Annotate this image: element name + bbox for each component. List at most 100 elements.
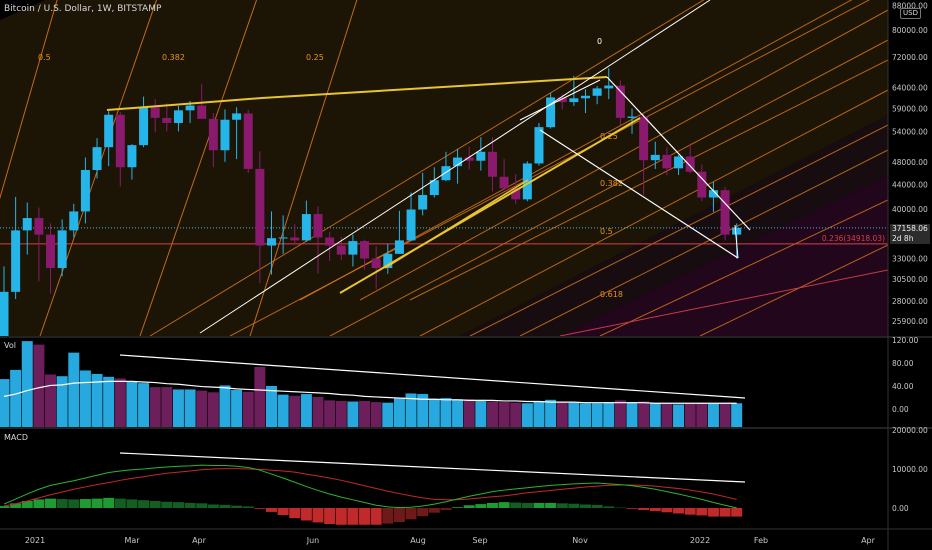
candle-body xyxy=(732,227,742,235)
pitchfork-parallel xyxy=(229,0,871,336)
volume-bar xyxy=(103,376,115,427)
pitchfork-parallel xyxy=(329,39,888,336)
volume-bar xyxy=(568,402,580,427)
price-tick-label: 88000.00 xyxy=(892,1,928,10)
macd-histogram-bar xyxy=(219,504,231,508)
macd-histogram-bar xyxy=(207,504,219,508)
macd-histogram-bar xyxy=(33,499,45,508)
volume-bar xyxy=(370,402,382,427)
fan-line xyxy=(139,0,258,336)
fib-label: 0.382 xyxy=(600,179,623,188)
candle-body xyxy=(360,241,370,259)
chart-title: Bitcoin / U.S. Dollar, 1W, BITSTAMP xyxy=(4,4,162,14)
macd-histogram-bar xyxy=(56,499,68,508)
volume-bar xyxy=(126,381,138,427)
macd-histogram-bar xyxy=(719,508,731,517)
volume-bar xyxy=(475,399,487,427)
macd-histogram-bar xyxy=(638,508,650,510)
macd-histogram-bar xyxy=(452,507,464,508)
volume-bar xyxy=(486,401,498,427)
down-trend-lower xyxy=(539,129,739,259)
volume-bar xyxy=(382,402,394,427)
candle-body xyxy=(150,107,160,118)
volume-bar xyxy=(172,389,184,427)
volume-bar xyxy=(335,400,347,427)
candle-body xyxy=(534,127,544,164)
macd-histogram-bar xyxy=(114,498,126,508)
macd-histogram-bar xyxy=(254,508,266,509)
candle-body xyxy=(546,97,556,128)
fan-line xyxy=(0,0,58,200)
macd-line xyxy=(3,464,737,509)
trend-top-right xyxy=(261,76,608,99)
trend-lower-channel xyxy=(339,117,641,294)
volume-bar xyxy=(184,389,196,427)
volume-bar xyxy=(638,401,650,427)
volume-bar xyxy=(533,401,545,427)
time-tick-label: Feb xyxy=(754,536,768,545)
volume-bar xyxy=(300,394,312,427)
macd-histogram-bar xyxy=(486,502,498,508)
candle-body xyxy=(127,145,137,168)
volume-tick-label: 0.00 xyxy=(892,405,909,414)
time-tick-label: Sep xyxy=(472,536,487,545)
pitchfork-parallel xyxy=(409,59,888,301)
macd-histogram-bar xyxy=(289,508,301,519)
macd-histogram-bar xyxy=(428,508,440,513)
macd-pane xyxy=(0,452,746,525)
price-tick-label: 25900.00 xyxy=(892,317,928,326)
volume-bar xyxy=(603,402,615,427)
candle-body xyxy=(290,237,300,241)
candle-body xyxy=(383,253,393,269)
candle-body xyxy=(592,88,602,96)
volume-bar xyxy=(79,370,91,427)
volume-bar xyxy=(498,402,510,427)
macd-histogram-bar xyxy=(696,508,708,516)
currency-badge[interactable]: USD xyxy=(900,8,921,19)
price-tick-label: 59000.00 xyxy=(892,105,928,114)
volume-bar xyxy=(696,403,708,427)
pitchfork-median xyxy=(199,0,711,334)
time-tick-label: Mar xyxy=(124,536,140,545)
price-tick-label: 28000.00 xyxy=(892,297,928,306)
candle-body xyxy=(255,168,265,246)
macd-tick-label: 10000.00 xyxy=(892,465,928,474)
price-tick-label: 30500.00 xyxy=(892,275,928,284)
time-tick-label: 2021 xyxy=(25,536,45,545)
candle-body xyxy=(720,190,730,235)
volume-bar xyxy=(149,387,161,427)
candle-body xyxy=(487,151,497,177)
volume-bar xyxy=(0,379,10,427)
macd-histogram-bar xyxy=(91,498,103,508)
volume-bar xyxy=(673,404,685,427)
volume-bar xyxy=(428,398,440,427)
candle-body xyxy=(406,209,416,241)
price-tick-label: 44000.00 xyxy=(892,180,928,189)
median-extension xyxy=(519,79,601,121)
candle-body xyxy=(80,169,90,212)
price-tick-label: 33000.00 xyxy=(892,254,928,263)
volume-bar xyxy=(114,378,126,427)
candle-body xyxy=(697,171,707,198)
macd-histogram-bar xyxy=(603,506,615,508)
candle-body xyxy=(674,156,684,169)
volume-bar xyxy=(10,369,22,427)
candle-body xyxy=(511,188,521,200)
candle-body xyxy=(185,105,195,111)
macd-trend-line xyxy=(119,452,746,483)
candle-body xyxy=(232,113,242,120)
volume-bar xyxy=(591,403,603,427)
candle-body xyxy=(464,157,474,161)
volume-bar xyxy=(242,391,254,427)
candle-body xyxy=(499,176,509,189)
macd-histogram-bar xyxy=(265,508,277,512)
macd-histogram-bar xyxy=(347,508,359,525)
candle-body xyxy=(162,117,172,123)
volume-bar xyxy=(207,392,219,427)
volume-bar xyxy=(452,399,464,427)
volume-bar xyxy=(33,344,45,427)
candle-body xyxy=(208,118,218,151)
fib-label: 0.382 xyxy=(162,53,185,62)
volume-bar xyxy=(359,400,371,427)
